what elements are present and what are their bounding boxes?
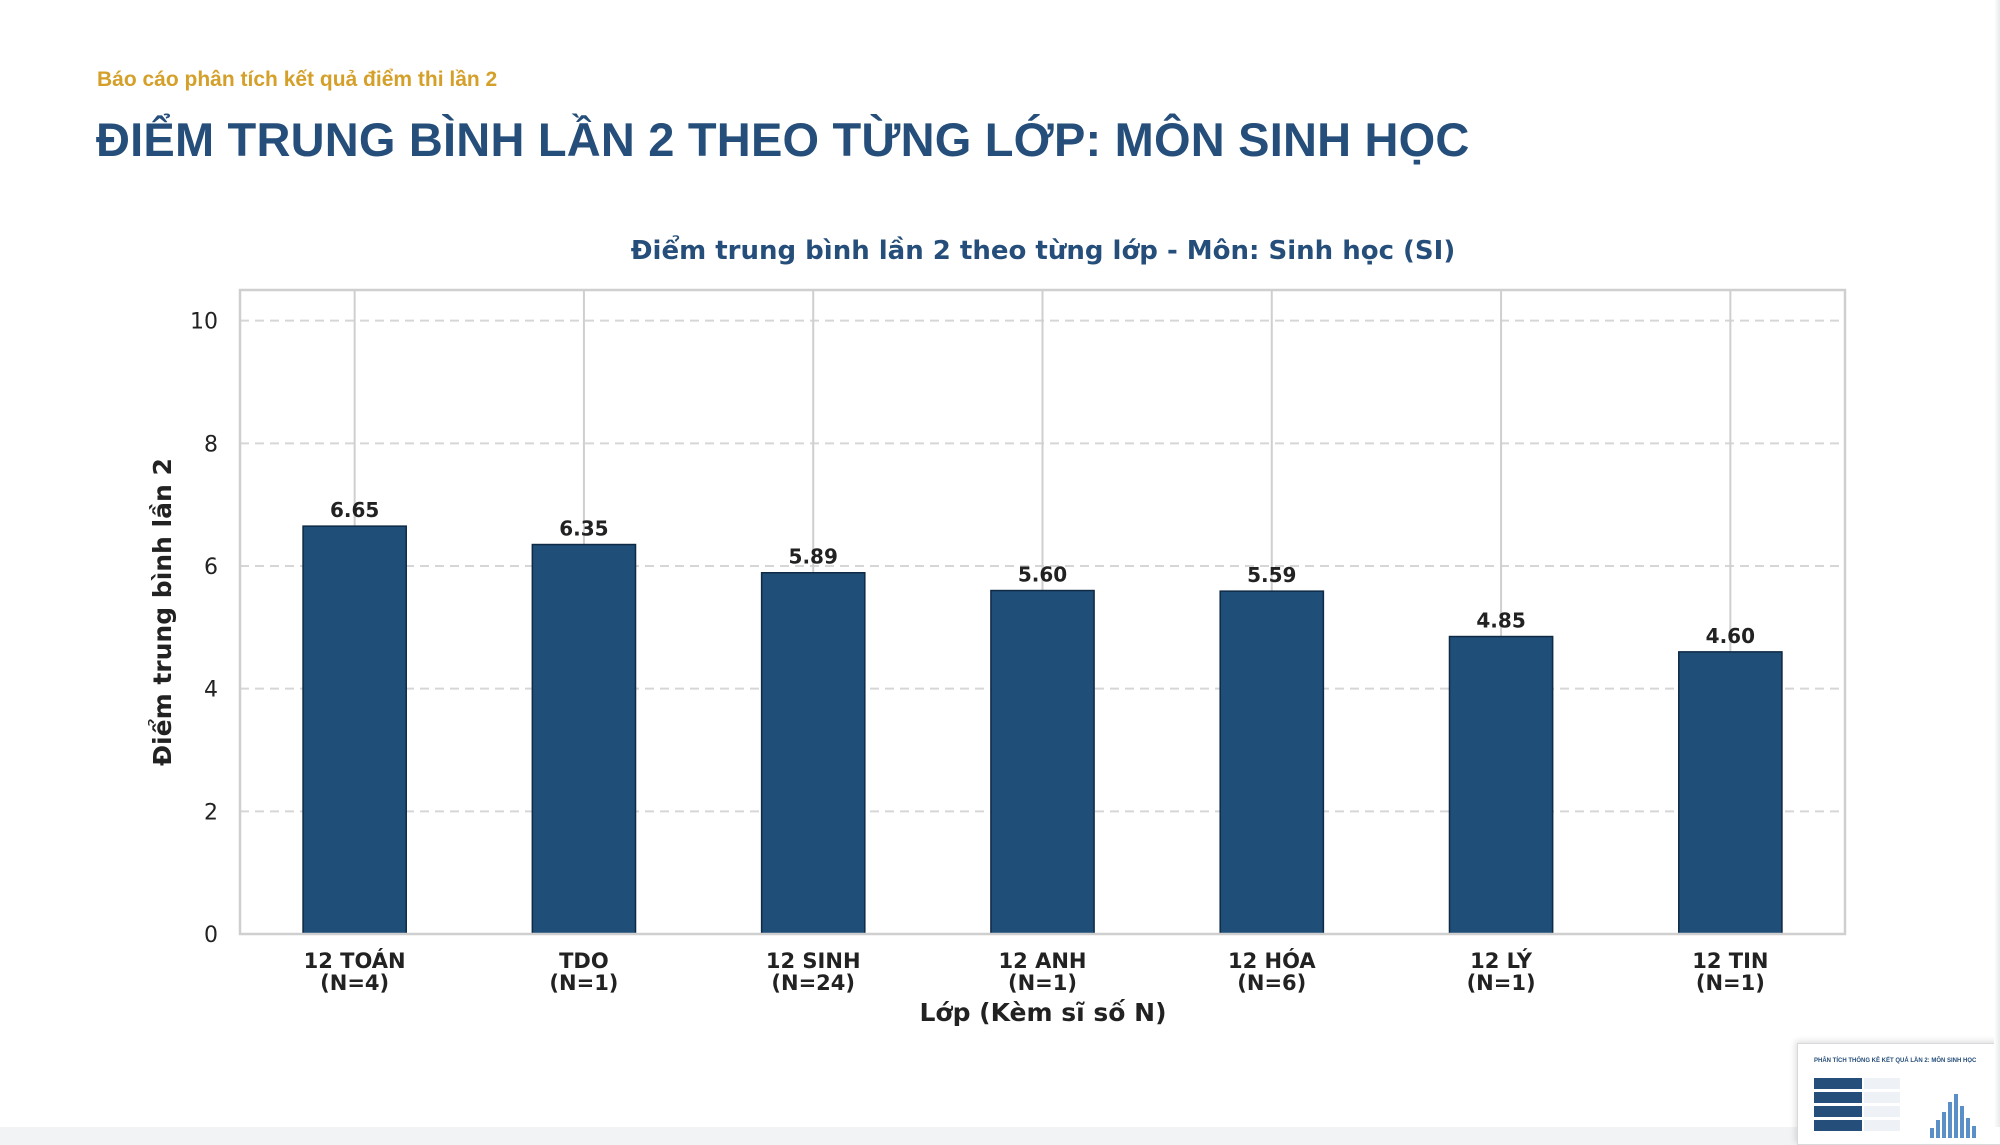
thumbnail-histogram-icon [1930,1094,1976,1138]
bar-value-label: 4.85 [1476,609,1525,633]
plot-frame [238,288,1847,936]
x-tick-label: 12 LÝ [1470,948,1533,973]
x-tick-label: 12 TIN [1692,949,1768,973]
report-subtitle: Báo cáo phân tích kết quả điểm thi lần 2 [97,68,498,91]
slide-thumbnail[interactable]: PHÂN TÍCH THỐNG KÊ KẾT QUẢ LẦN 2: MÔN SI… [1797,1043,2000,1145]
bar-value-label: 5.89 [789,545,838,569]
x-tick-label: 12 ANH [999,949,1087,973]
bar-value-label: 5.59 [1247,563,1296,587]
thumbnail-cell [1864,1106,1900,1117]
x-tick-label: 12 SINH [766,949,861,973]
bar-value-label: 6.35 [559,517,608,541]
y-axis-label: Điểm trung bình lần 2 [147,458,177,766]
thumbnail-row [1814,1120,1862,1131]
slide-edge [1994,0,2000,1127]
x-tick-sublabel: (N=1) [1696,971,1765,995]
bar [1219,590,1325,935]
x-tick-sublabel: (N=1) [1008,971,1077,995]
thumbnail-cell [1864,1078,1900,1089]
bar [990,589,1095,935]
bar [1678,651,1783,935]
x-tick-sublabel: (N=24) [771,971,855,995]
bar [1448,635,1554,935]
thumbnail-title: PHÂN TÍCH THỐNG KÊ KẾT QUẢ LẦN 2: MÔN SI… [1814,1058,1977,1064]
y-tick-label: 4 [204,678,218,703]
y-tick-label: 2 [204,800,218,825]
x-axis-label: Lớp (Kèm sĩ số N) [919,998,1166,1027]
thumbnail-cell [1864,1120,1900,1131]
thumbnail-row [1814,1092,1862,1103]
thumbnail-row [1814,1106,1862,1117]
y-tick-label: 0 [204,923,218,948]
x-tick-label: TDO [559,949,609,973]
x-tick-sublabel: (N=1) [549,971,618,995]
x-tick-label: 12 HÓA [1228,948,1316,973]
y-tick-label: 10 [190,310,218,335]
x-tick-sublabel: (N=1) [1467,971,1536,995]
x-tick-sublabel: (N=6) [1237,971,1306,995]
y-tick-label: 8 [204,432,218,457]
x-tick-label: 12 TOÁN [304,948,406,973]
bar-value-label: 4.60 [1706,624,1755,648]
bar [302,525,407,935]
bar-value-label: 5.60 [1018,563,1067,587]
bar-value-label: 6.65 [330,498,379,522]
thumbnail-cell [1864,1092,1900,1103]
bar [531,543,637,935]
y-tick-label: 6 [204,555,218,580]
page-title: ĐIỂM TRUNG BÌNH LẦN 2 THEO TỪNG LỚP: MÔN… [96,113,1470,166]
bar [760,571,866,935]
chart-title: Điểm trung bình lần 2 theo từng lớp - Mô… [631,233,1455,266]
thumbnail-row [1814,1078,1862,1089]
x-tick-sublabel: (N=4) [320,971,389,995]
